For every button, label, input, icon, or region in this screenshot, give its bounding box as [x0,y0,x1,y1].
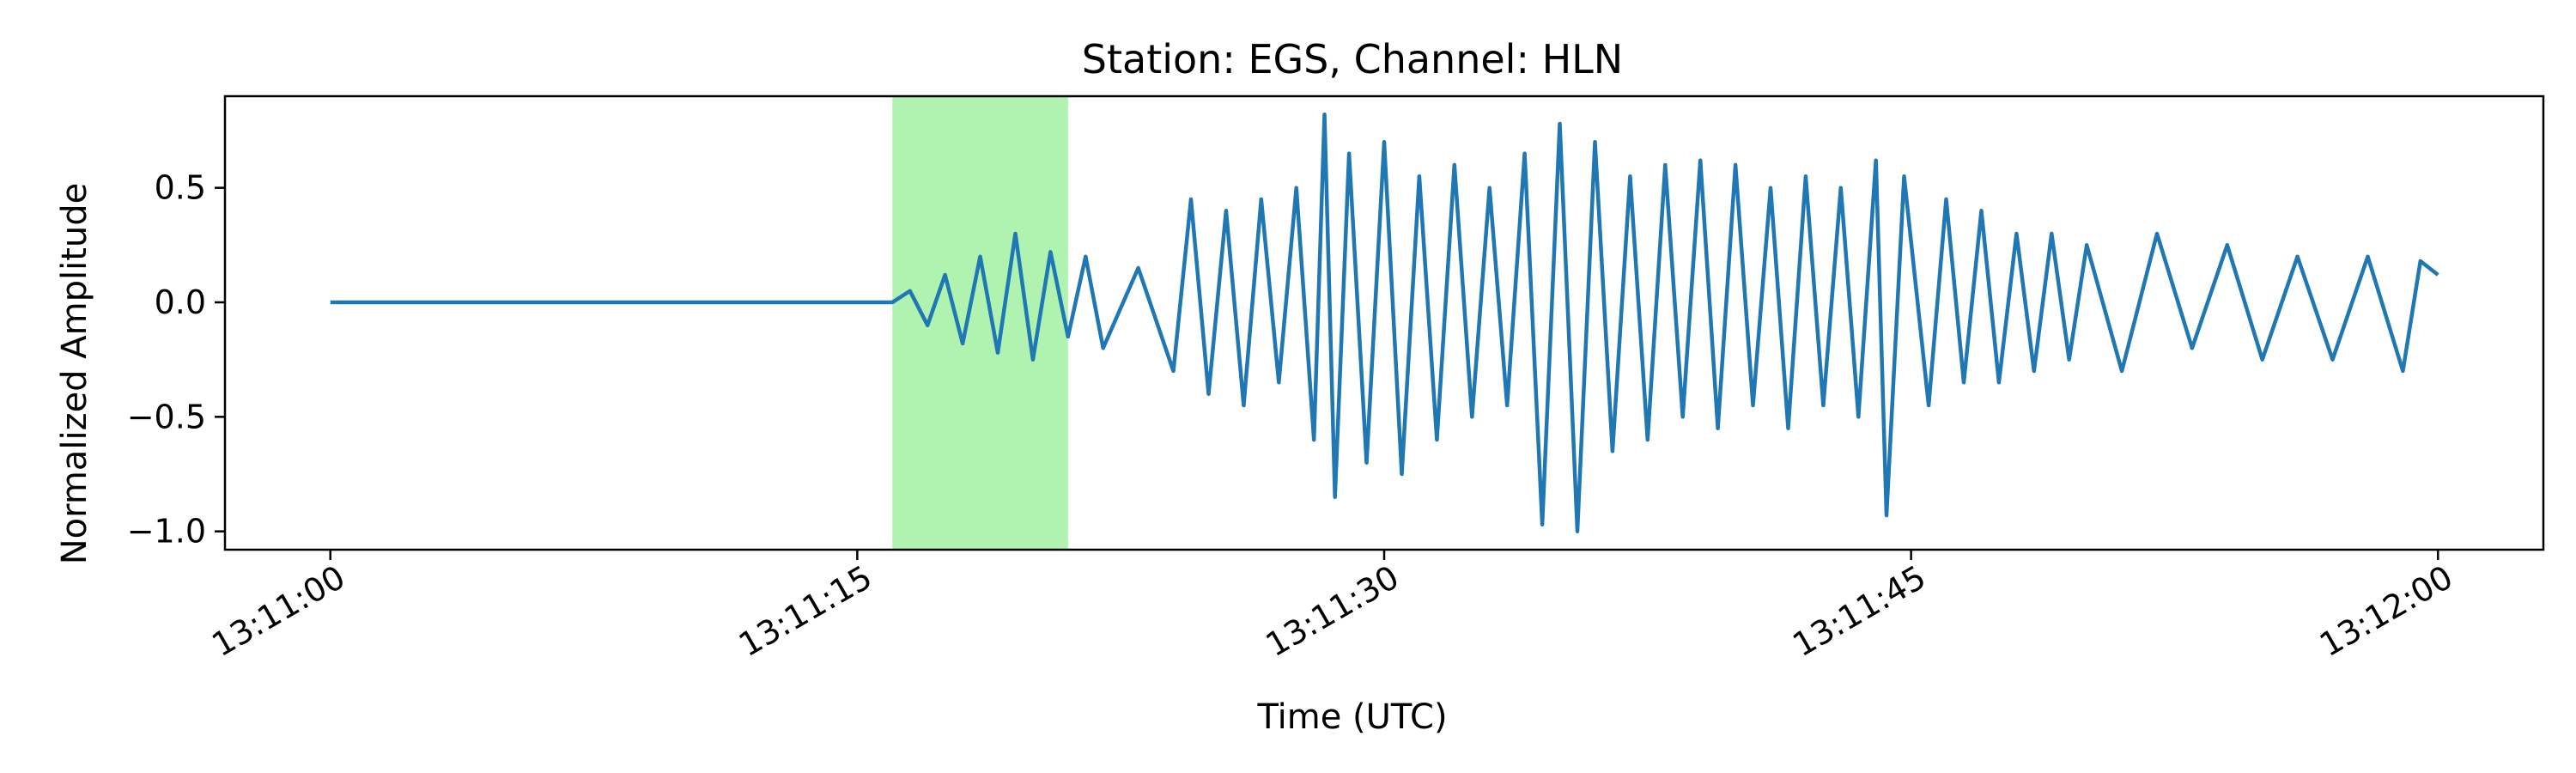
x-axis: 13:11:00 13:11:15 13:11:30 13:11:45 13:12:00 [205,550,2459,664]
highlight-band [892,96,1068,550]
chart-title: Station: EGS, Channel: HLN [1082,36,1623,82]
waveform-line-0 [330,113,2439,533]
x-axis-label: Time (UTC) [1256,697,1447,737]
y-tick-label: 0.5 [155,169,206,207]
plot-area [223,94,2545,551]
x-tick-label: 13:11:45 [1786,558,1932,664]
y-tick-label: 0.0 [155,283,206,321]
x-tick-label: 13:11:00 [205,558,351,664]
y-tick-label: −1.0 [127,513,206,551]
x-tick-label: 13:11:30 [1260,558,1406,664]
y-axis: 0.5 0.0 −0.5 −1.0 [127,169,225,551]
y-axis-label: Normalized Amplitude [55,183,94,565]
x-tick-label: 13:11:15 [732,558,878,664]
x-tick-label: 13:12:00 [2313,558,2459,664]
y-tick-label: −0.5 [127,398,206,435]
